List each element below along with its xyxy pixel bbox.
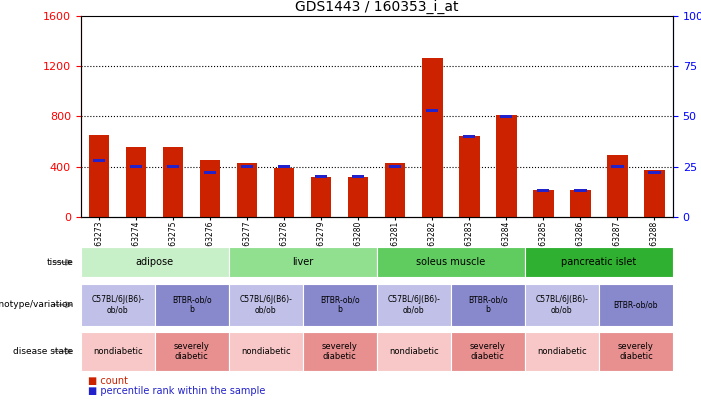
Text: ■ count: ■ count [88,375,128,386]
Bar [130,165,142,168]
Text: BTBR-ob/o
b: BTBR-ob/o b [468,295,508,314]
Text: BTBR-ob/o
b: BTBR-ob/o b [172,295,212,314]
Bar [389,165,402,168]
Text: C57BL/6J(B6)-
ob/ob: C57BL/6J(B6)- ob/ob [388,295,440,314]
Text: genotype/variation: genotype/variation [0,300,74,309]
Bar [278,165,290,168]
Bar [204,171,217,175]
Bar [463,134,475,139]
Text: nondiabetic: nondiabetic [241,347,290,356]
Bar [422,58,442,217]
Text: pancreatic islet: pancreatic islet [562,257,637,267]
Bar [93,159,105,162]
Bar [126,147,147,217]
Title: GDS1443 / 160353_i_at: GDS1443 / 160353_i_at [295,0,458,14]
Text: C57BL/6J(B6)-
ob/ob: C57BL/6J(B6)- ob/ob [91,295,144,314]
Bar [648,171,660,175]
Text: severely
diabetic: severely diabetic [618,342,654,361]
Text: nondiabetic: nondiabetic [389,347,439,356]
Bar [537,189,550,192]
Text: severely
diabetic: severely diabetic [470,342,506,361]
Bar [200,160,220,217]
Bar [237,163,257,217]
Text: C57BL/6J(B6)-
ob/ob: C57BL/6J(B6)- ob/ob [536,295,588,314]
Text: severely
diabetic: severely diabetic [174,342,210,361]
Text: C57BL/6J(B6)-
ob/ob: C57BL/6J(B6)- ob/ob [239,295,292,314]
Bar [426,109,438,112]
Bar [89,135,109,217]
Text: nondiabetic: nondiabetic [93,347,142,356]
Text: BTBR-ob/ob: BTBR-ob/ob [613,300,658,309]
Bar [311,177,332,217]
Bar [352,175,365,179]
Bar [574,189,587,192]
Bar [607,155,627,217]
Text: BTBR-ob/o
b: BTBR-ob/o b [320,295,360,314]
Text: soleus muscle: soleus muscle [416,257,486,267]
Text: severely
diabetic: severely diabetic [322,342,358,361]
Bar [644,171,665,217]
Bar [348,177,369,217]
Bar [459,136,479,217]
Bar [385,163,405,217]
Bar [533,190,554,217]
Text: adipose: adipose [135,257,174,267]
Bar [163,147,184,217]
Bar [611,165,623,168]
Text: tissue: tissue [47,258,74,267]
Bar [274,168,294,217]
Bar [501,115,512,118]
Text: liver: liver [292,257,313,267]
Text: disease state: disease state [13,347,74,356]
Bar [496,115,517,217]
Bar [570,190,590,217]
Text: nondiabetic: nondiabetic [537,347,587,356]
Bar [167,165,179,168]
Text: ■ percentile rank within the sample: ■ percentile rank within the sample [88,386,265,396]
Bar [315,175,327,179]
Bar [241,165,253,168]
